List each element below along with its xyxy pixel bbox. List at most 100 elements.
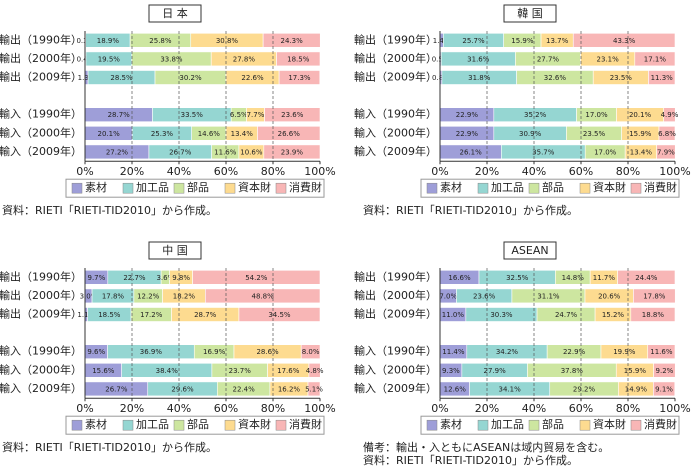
note: 資料：RIETI「RIETI-TID2010」から作成。 (2, 203, 217, 217)
legend-label: 消費財 (644, 417, 677, 431)
value-label: 1.3% (78, 74, 96, 82)
value-label: 15.2% (602, 311, 625, 319)
y-tick-label: 輸出（2000年） (354, 288, 437, 302)
legend-label: 加工品 (491, 418, 524, 431)
value-label: 26.7% (169, 148, 192, 156)
value-label: 34.5% (268, 311, 291, 319)
x-tick-label: 100% (659, 402, 690, 415)
value-label: 23.6% (281, 111, 304, 119)
value-label: 25.3% (151, 130, 174, 138)
bar-segment (617, 269, 676, 285)
legend-label: 素材 (440, 417, 462, 431)
legend-label: 部品 (542, 180, 564, 194)
value-label: 36.9% (140, 348, 163, 356)
value-label: 28.6% (256, 348, 279, 356)
x-tick-label: 40% (522, 402, 546, 415)
y-tick-label: 輸出（1990年） (354, 32, 437, 46)
bar-segment (653, 381, 676, 397)
value-label: 15.9% (624, 367, 647, 375)
bar-segment (205, 288, 321, 304)
bar-segment (633, 288, 676, 304)
value-label: 19.5% (98, 55, 121, 63)
value-label: 13.4% (231, 130, 254, 138)
value-label: 15.6% (92, 367, 115, 375)
legend-swatch (224, 182, 236, 194)
legend-swatch (224, 419, 236, 431)
bar-segment (658, 126, 676, 141)
x-tick-label: 100% (304, 165, 335, 178)
value-label: 11.7% (593, 274, 616, 282)
bar-segment (656, 144, 676, 160)
value-label: 17.8% (643, 292, 666, 300)
value-label: 18.5% (98, 311, 121, 319)
value-label: 12.2% (137, 292, 160, 300)
legend-swatch (426, 419, 438, 431)
x-tick-label: 60% (214, 402, 238, 415)
x-tick-label: 20% (475, 402, 499, 415)
x-tick-label: 0% (76, 402, 93, 415)
legend-label: 素材 (85, 180, 107, 194)
value-label: 12.6% (444, 385, 467, 393)
value-label: 22.4% (233, 385, 256, 393)
value-label: 28.7% (194, 311, 217, 319)
value-label: 24.7% (555, 311, 578, 319)
y-tick-label: 輸入（2000年） (354, 125, 437, 139)
value-label: 18.2% (173, 292, 196, 300)
value-label: 7.9% (657, 148, 675, 156)
legend-swatch (122, 182, 134, 194)
legend-swatch (579, 182, 591, 194)
y-tick-label: 輸入（2009年） (354, 144, 437, 158)
value-label: 7.0% (439, 292, 457, 300)
y-tick-label: 輸出（1990年） (354, 269, 437, 283)
value-label: 17.8% (102, 292, 125, 300)
value-label: 26.6% (278, 130, 301, 138)
value-label: 4.8% (306, 367, 324, 375)
bar-segment (238, 307, 321, 322)
value-label: 30.8% (216, 37, 239, 45)
chart-title: 中 国 (162, 244, 188, 257)
value-label: 11.6% (214, 148, 237, 156)
value-label: 9.2% (656, 367, 674, 375)
title-box (148, 4, 202, 23)
value-label: 1.4% (433, 37, 451, 45)
value-label: 22.6% (241, 74, 264, 82)
value-label: 18.5% (287, 55, 310, 63)
x-tick-label: 80% (616, 165, 640, 178)
value-label: 24.3% (281, 37, 304, 45)
value-label: 16.2% (278, 385, 301, 393)
bar-segment (648, 70, 676, 85)
value-label: 8.0% (302, 348, 320, 356)
y-tick-label: 輸入（2000年） (354, 362, 437, 376)
bar-segment (307, 381, 321, 397)
bar-segment (264, 107, 321, 122)
y-tick-label: 輸出（2009年） (0, 307, 82, 321)
chart-title: 韓 国 (517, 7, 543, 20)
value-label: 28.7% (108, 111, 131, 119)
y-tick-label: 輸入（1990年） (0, 107, 82, 121)
x-tick-label: 80% (616, 402, 640, 415)
bar-segment (263, 144, 321, 160)
value-label: 7.7% (247, 111, 265, 119)
value-label: 31.8% (468, 74, 491, 82)
bar-segment (308, 362, 321, 378)
bar-segment (653, 362, 676, 378)
y-tick-label: 輸入（2000年） (0, 362, 82, 376)
value-label: 6.8% (658, 130, 676, 138)
legend-label: 消費財 (289, 417, 322, 431)
value-label: 23.6% (473, 292, 496, 300)
x-tick-label: 0% (76, 165, 93, 178)
value-label: 11.0% (442, 311, 465, 319)
legend-label: 部品 (187, 417, 209, 431)
y-tick-label: 輸出（2009年） (354, 307, 437, 321)
title-box (503, 241, 557, 260)
value-label: 17.0% (594, 148, 617, 156)
value-label: 27.2% (106, 148, 129, 156)
value-label: 1.1% (77, 311, 95, 319)
x-tick-label: 20% (120, 402, 144, 415)
value-label: 35.2% (524, 111, 547, 119)
legend-swatch (122, 419, 134, 431)
legend-label: 消費財 (289, 180, 322, 194)
value-label: 29.6% (171, 385, 194, 393)
legend-label: 素材 (440, 180, 462, 194)
